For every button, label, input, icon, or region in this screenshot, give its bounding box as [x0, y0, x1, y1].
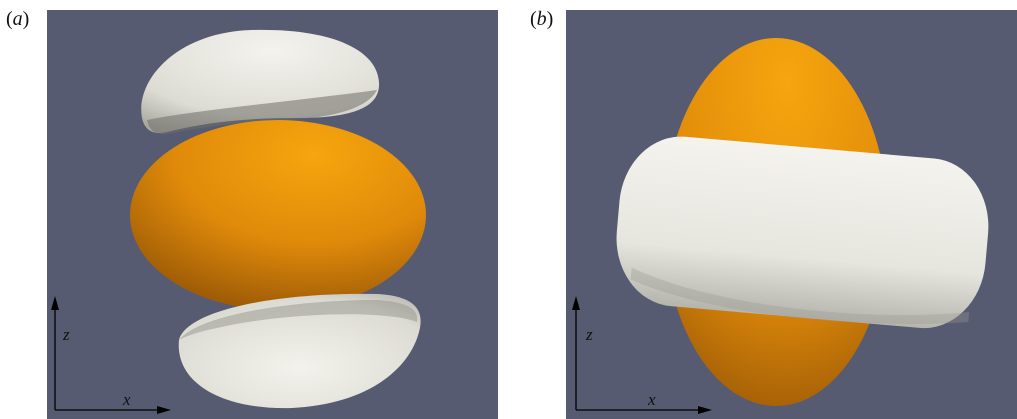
x-axis-label: x — [647, 390, 656, 409]
panel-a-scene: z x — [51, 29, 426, 414]
central-orange-lobe — [130, 120, 426, 310]
z-axis-label: z — [62, 325, 70, 344]
axis-triad-b — [572, 296, 712, 414]
panel-a-render: z x — [47, 10, 498, 419]
panel-b-render: z x — [566, 10, 1017, 419]
x-axis-label: x — [122, 390, 131, 409]
z-axis-label: z — [585, 325, 593, 344]
panel-label-a: (a) — [6, 8, 30, 30]
panel-b-scene: z x — [572, 38, 989, 414]
panel-label-b: (b) — [530, 8, 554, 30]
white-torus-band — [616, 136, 989, 329]
axis-triad-a — [51, 296, 171, 414]
lower-white-lobe — [178, 293, 421, 409]
